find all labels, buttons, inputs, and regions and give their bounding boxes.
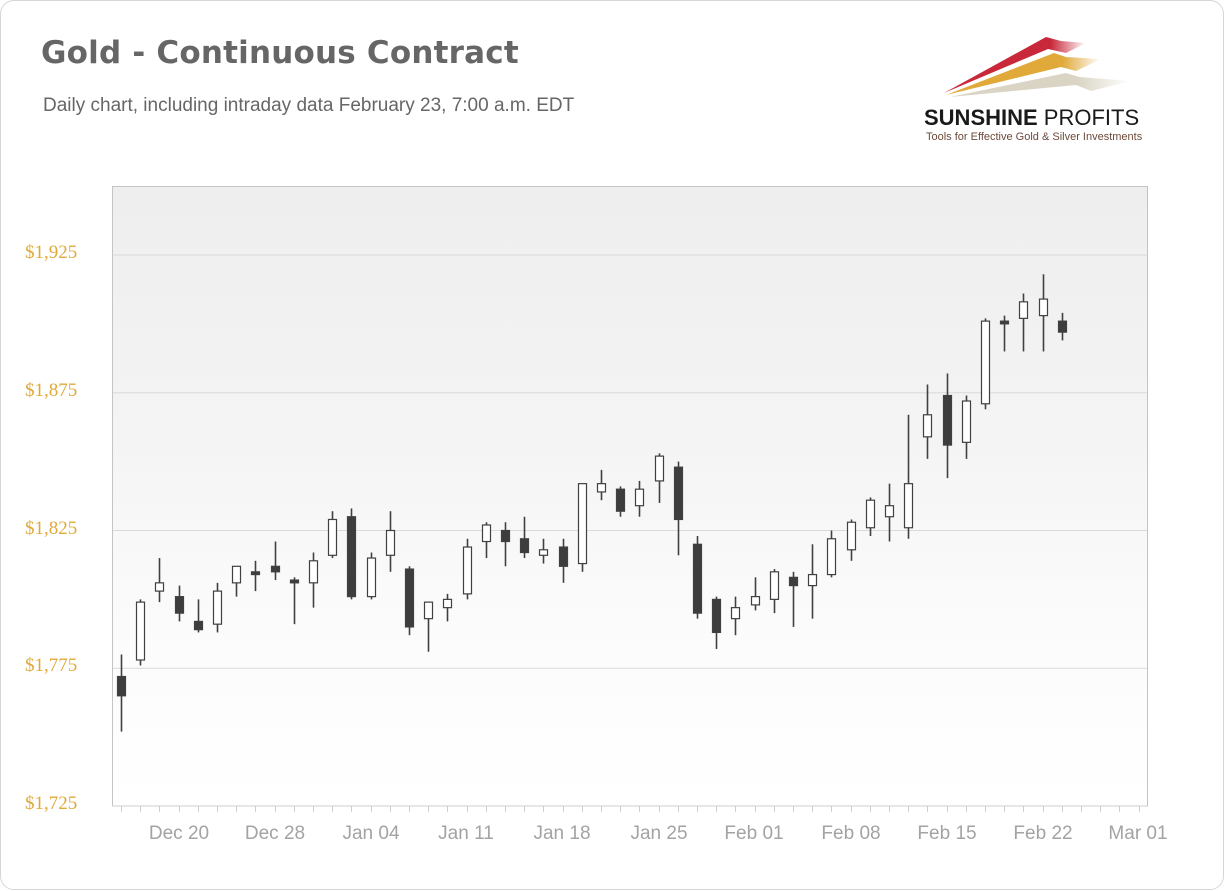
candle-body-down <box>692 543 703 614</box>
y-tick-label: $1,925 <box>25 242 78 263</box>
plot-area <box>112 186 1148 806</box>
candle-body-up <box>1018 301 1029 319</box>
candle-body-up <box>961 400 972 443</box>
candle-body-up <box>769 571 780 600</box>
candle-body-down <box>942 394 953 446</box>
y-tick-label: $1,825 <box>25 517 78 539</box>
logo-name-bold: SUNSHINE <box>924 105 1038 130</box>
x-tick-label: Mar 01 <box>1108 823 1168 844</box>
candle-body-up <box>922 414 933 438</box>
candle-body-down <box>346 516 357 598</box>
candle-body-up <box>135 601 146 661</box>
candle-body-up <box>231 565 242 584</box>
x-tick-label: Feb 22 <box>1013 823 1073 844</box>
candle-body-up <box>826 538 837 576</box>
y-tick-label: $1,775 <box>25 655 78 677</box>
x-tick-label: Feb 01 <box>724 823 784 844</box>
logo-rays-icon <box>944 37 1131 97</box>
logo-tagline: Tools for Effective Gold & Silver Invest… <box>926 131 1143 143</box>
candle-body-up <box>596 483 607 493</box>
candle-body-up <box>750 596 761 606</box>
candle-body-up <box>462 546 473 595</box>
candle-body-up <box>385 529 396 556</box>
candle-body-down <box>1057 320 1068 333</box>
candle-body-down <box>250 571 261 576</box>
logo-name-light: PROFITS <box>1037 105 1140 130</box>
sunshine-profits-logo: SUNSHINE PROFITS Tools for Effective Gol… <box>916 29 1186 154</box>
candle-body-up <box>212 590 223 625</box>
candle-body-up <box>884 505 895 518</box>
chart-title: Gold - Continuous Contract <box>41 35 519 71</box>
candle-body-down <box>711 598 722 634</box>
candle-body-up <box>423 601 434 620</box>
candle-body-up <box>154 582 165 592</box>
x-tick-label: Feb 08 <box>821 823 881 844</box>
candle-body-up <box>538 549 549 556</box>
candle-body-down <box>404 568 415 628</box>
candle-body-up <box>327 518 338 556</box>
candle-body-down <box>558 546 569 567</box>
candle-body-up <box>366 557 377 598</box>
x-tick-label: Dec 20 <box>148 823 210 844</box>
candle-body-down <box>270 565 281 573</box>
candle-body-up <box>308 560 319 584</box>
candle-body-up <box>730 607 741 620</box>
candle-body-up <box>903 483 914 529</box>
candle-body-down <box>615 488 626 512</box>
candle-body-up <box>442 598 453 609</box>
candle-body-down <box>116 675 127 697</box>
x-tick-label: Jan 04 <box>342 823 400 844</box>
x-tick-label: Jan 25 <box>630 823 688 844</box>
candle-body-up <box>865 499 876 529</box>
x-tick-label: Jan 18 <box>533 823 591 844</box>
x-tick-label: Dec 28 <box>244 823 306 844</box>
candle-body-down <box>673 466 684 521</box>
candle-body-down <box>999 320 1010 325</box>
candle-body-up <box>980 320 991 405</box>
candle-body-down <box>519 538 530 554</box>
candle-body-up <box>481 524 492 543</box>
x-tick-label: Feb 15 <box>917 823 977 844</box>
candle-body-down <box>788 576 799 587</box>
candle-body-up <box>807 573 818 587</box>
x-tick-label: Jan 11 <box>438 823 494 844</box>
candle-body-down <box>193 620 204 631</box>
y-tick-label: $1,875 <box>25 379 78 401</box>
candle-body-down <box>289 579 300 584</box>
candle-body-down <box>500 529 511 543</box>
candle-body-up <box>654 455 665 482</box>
candle-body-up <box>846 521 857 551</box>
candle-body-up <box>1038 298 1049 317</box>
y-tick-label: $1,725 <box>25 793 78 814</box>
candle-body-up <box>634 488 645 507</box>
candle-body-down <box>174 596 185 614</box>
candle-body-up <box>577 483 588 565</box>
chart-subtitle: Daily chart, including intraday data Feb… <box>43 95 575 116</box>
